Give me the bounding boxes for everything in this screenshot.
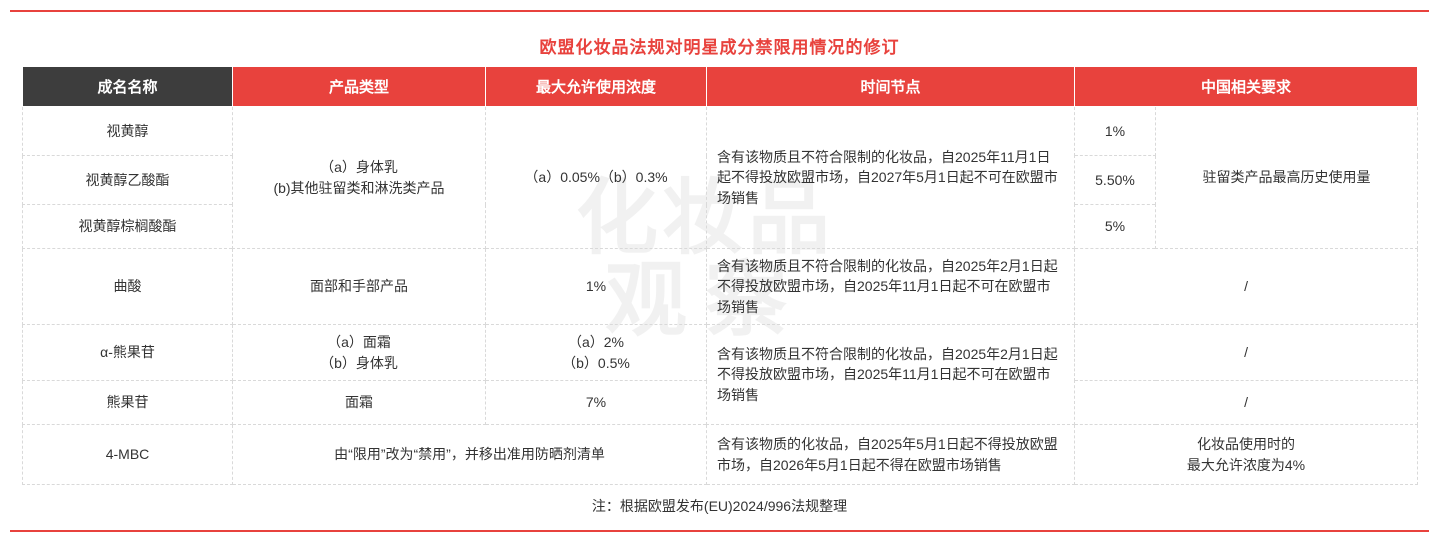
ingredient-name-cell: 视黄醇 bbox=[22, 106, 233, 156]
ingredient-name-cell: 视黄醇棕榈酸酯 bbox=[22, 204, 233, 249]
product-type-cell: （a）面霜 （b）身体乳 bbox=[232, 324, 486, 381]
max-concentration-cell: （a）0.05%（b）0.3% bbox=[485, 106, 707, 249]
table-row-retinyl-acetate: 视黄醇乙酸酯 5.50% bbox=[22, 155, 1418, 205]
ingredient-name-cell: 熊果苷 bbox=[22, 380, 233, 425]
china-requirement-line2: 最大允许浓度为4% bbox=[1186, 456, 1306, 473]
ingredient-name-cell: α-熊果苷 bbox=[22, 324, 233, 381]
timeline-cell: 含有该物质且不符合限制的化妆品，自2025年2月1日起不得投放欧盟市场，自202… bbox=[706, 324, 1075, 425]
product-type-cell: （a）身体乳 (b)其他驻留类和淋洗类产品 bbox=[232, 106, 486, 249]
top-divider bbox=[10, 10, 1429, 12]
china-requirement-line1: 化妆品使用时的 bbox=[1197, 436, 1295, 453]
table-row-kojic-acid: 曲酸 面部和手部产品 1% 含有该物质且不符合限制的化妆品，自2025年2月1日… bbox=[22, 248, 1419, 325]
header-ingredient-name: 成名名称 bbox=[22, 66, 233, 107]
china-requirement-cell: / bbox=[1073, 248, 1419, 325]
footnote: 注：根据欧盟发布(EU)2024/996法规整理 bbox=[591, 498, 848, 514]
product-type-cell: 由“限用”改为“禁用”，并移出准用防晒剂清单 bbox=[232, 424, 707, 485]
china-requirement-cell: 化妆品使用时的 最大允许浓度为4% bbox=[1073, 424, 1419, 485]
page-title: 欧盟化妆品法规对明星成分禁限用情况的修订 bbox=[539, 38, 900, 57]
header-timeline: 时间节点 bbox=[706, 66, 1075, 107]
timeline-cell: 含有该物质且不符合限制的化妆品，自2025年2月1日起不得投放欧盟市场，自202… bbox=[706, 248, 1075, 325]
max-concentration-cell: 7% bbox=[485, 380, 707, 425]
product-type-line1: （a）面霜 bbox=[327, 334, 391, 351]
timeline-cell: 含有该物质的化妆品，自2025年5月1日起不得投放欧盟市场，自2026年5月1日… bbox=[706, 424, 1075, 485]
table-row-alpha-arbutin: α-熊果苷 （a）面霜 （b）身体乳 （a）2% （b）0.5% 含有该物质且不… bbox=[22, 324, 1419, 425]
ingredient-name-cell: 视黄醇乙酸酯 bbox=[22, 155, 233, 205]
header-product-type: 产品类型 bbox=[232, 66, 486, 107]
product-type-line2: (b)其他驻留类和淋洗类产品 bbox=[273, 179, 445, 196]
ingredient-name-cell: 4-MBC bbox=[22, 424, 233, 485]
concentration-line2: （b）0.5% bbox=[562, 354, 630, 371]
regulation-table: 成名名称 产品类型 最大允许使用浓度 时间节点 中国相关要求 视黄醇 （a）身体… bbox=[22, 66, 1419, 485]
ingredient-name-cell: 曲酸 bbox=[22, 248, 233, 325]
product-type-cell: 面霜 bbox=[232, 380, 486, 425]
product-type-line1: （a）身体乳 bbox=[320, 159, 398, 176]
product-type-cell: 面部和手部产品 bbox=[232, 248, 486, 325]
concentration-line1: （a）2% bbox=[567, 334, 625, 351]
table-row-4mbc: 4-MBC 由“限用”改为“禁用”，并移出准用防晒剂清单 含有该物质的化妆品，自… bbox=[22, 424, 1419, 485]
china-value-cell: 1% bbox=[1074, 106, 1156, 156]
max-concentration-cell: （a）2% （b）0.5% bbox=[485, 324, 707, 381]
china-requirement-cell: / bbox=[1073, 380, 1419, 425]
header-china-requirements: 中国相关要求 bbox=[1073, 66, 1419, 107]
header-max-concentration: 最大允许使用浓度 bbox=[485, 66, 707, 107]
china-requirement-cell: / bbox=[1073, 324, 1419, 381]
bottom-divider bbox=[10, 530, 1429, 532]
product-type-line2: （b）身体乳 bbox=[320, 354, 398, 371]
china-note-cell: 驻留类产品最高历史使用量 bbox=[1154, 106, 1419, 249]
timeline-cell: 含有该物质且不符合限制的化妆品，自2025年11月1日起不得投放欧盟市场，自20… bbox=[706, 106, 1075, 249]
table-header-row: 成名名称 产品类型 最大允许使用浓度 时间节点 中国相关要求 bbox=[22, 66, 1419, 107]
table-row-retinol: 视黄醇 （a）身体乳 (b)其他驻留类和淋洗类产品 （a）0.05%（b）0.3… bbox=[22, 106, 1419, 249]
china-value-cell: 5% bbox=[1074, 204, 1156, 249]
china-value-cell: 5.50% bbox=[1074, 155, 1156, 205]
table-row-retinyl-palmitate: 视黄醇棕榈酸酯 5% bbox=[22, 204, 1418, 249]
max-concentration-cell: 1% bbox=[485, 248, 707, 325]
table-row-arbutin: 熊果苷 面霜 7% / bbox=[22, 380, 1419, 425]
